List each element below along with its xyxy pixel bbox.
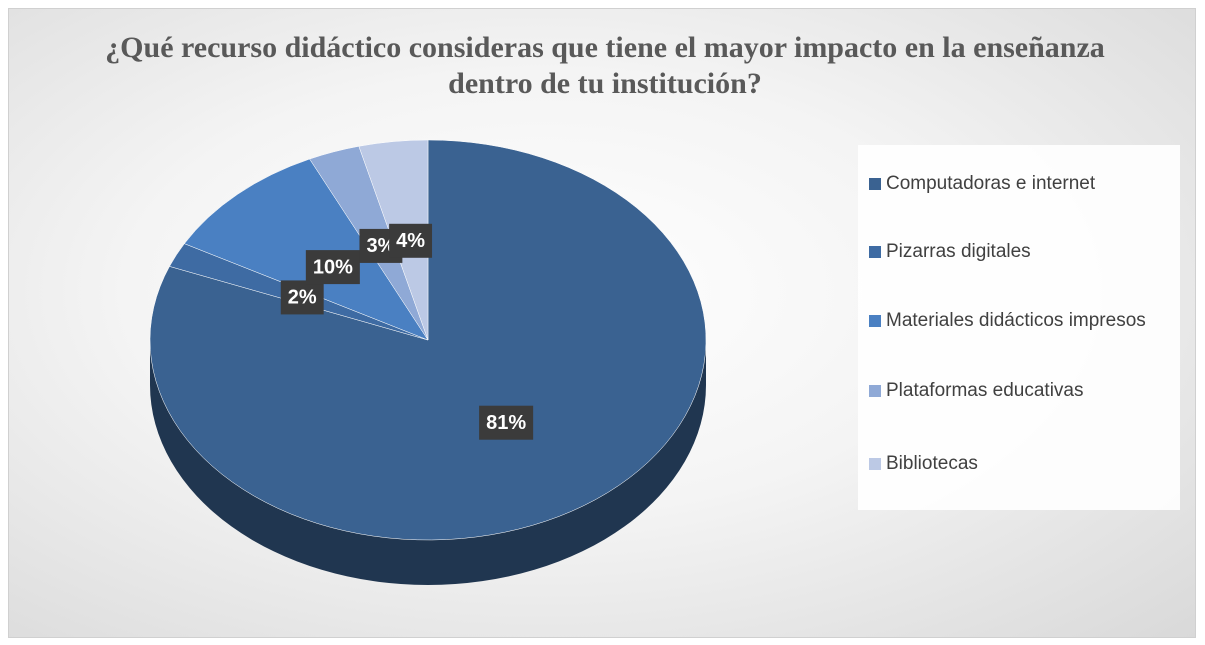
- data-label-text: 81%: [486, 412, 526, 434]
- legend-label: Plataformas educativas: [886, 380, 1084, 401]
- legend-swatch: [869, 246, 881, 258]
- legend-entry: Plataformas educativas: [869, 377, 1166, 404]
- legend-swatch: [869, 315, 881, 327]
- pie-slice: [183, 158, 429, 341]
- data-label: 10%: [305, 250, 360, 285]
- pie-side: [150, 340, 706, 585]
- chart-title: ¿Qué recurso didáctico consideras que ti…: [105, 31, 1105, 100]
- data-label: 2%: [280, 280, 324, 315]
- legend-swatch: [869, 385, 881, 397]
- data-label-box: [280, 280, 324, 315]
- legend-entry: Computadoras e internet: [869, 170, 1166, 197]
- data-label-text: 10%: [313, 256, 353, 278]
- legend-entry: Pizarras digitales: [869, 238, 1166, 265]
- legend-label: Computadoras e internet: [886, 173, 1096, 194]
- data-label: 81%: [479, 405, 534, 440]
- data-label-box: [479, 405, 534, 440]
- legend: Computadoras e internet Pizarras digitale…: [858, 145, 1180, 510]
- legend-label: Pizarras digitales: [886, 241, 1031, 262]
- legend-entry: Bibliotecas: [869, 450, 1166, 477]
- data-label-box: [389, 223, 433, 258]
- data-label-box: [305, 250, 360, 285]
- legend-label: Materiales didácticos impresos: [886, 310, 1146, 331]
- data-label-text: 3%: [366, 235, 395, 257]
- legend-swatch: [869, 178, 881, 190]
- legend-label: Bibliotecas: [886, 453, 978, 474]
- legend-entry: Materiales didácticos impresos: [869, 307, 1166, 334]
- data-label-text: 4%: [396, 230, 425, 252]
- legend-swatch: [869, 458, 881, 470]
- data-label-text: 2%: [288, 287, 317, 309]
- data-label: 4%: [389, 223, 433, 258]
